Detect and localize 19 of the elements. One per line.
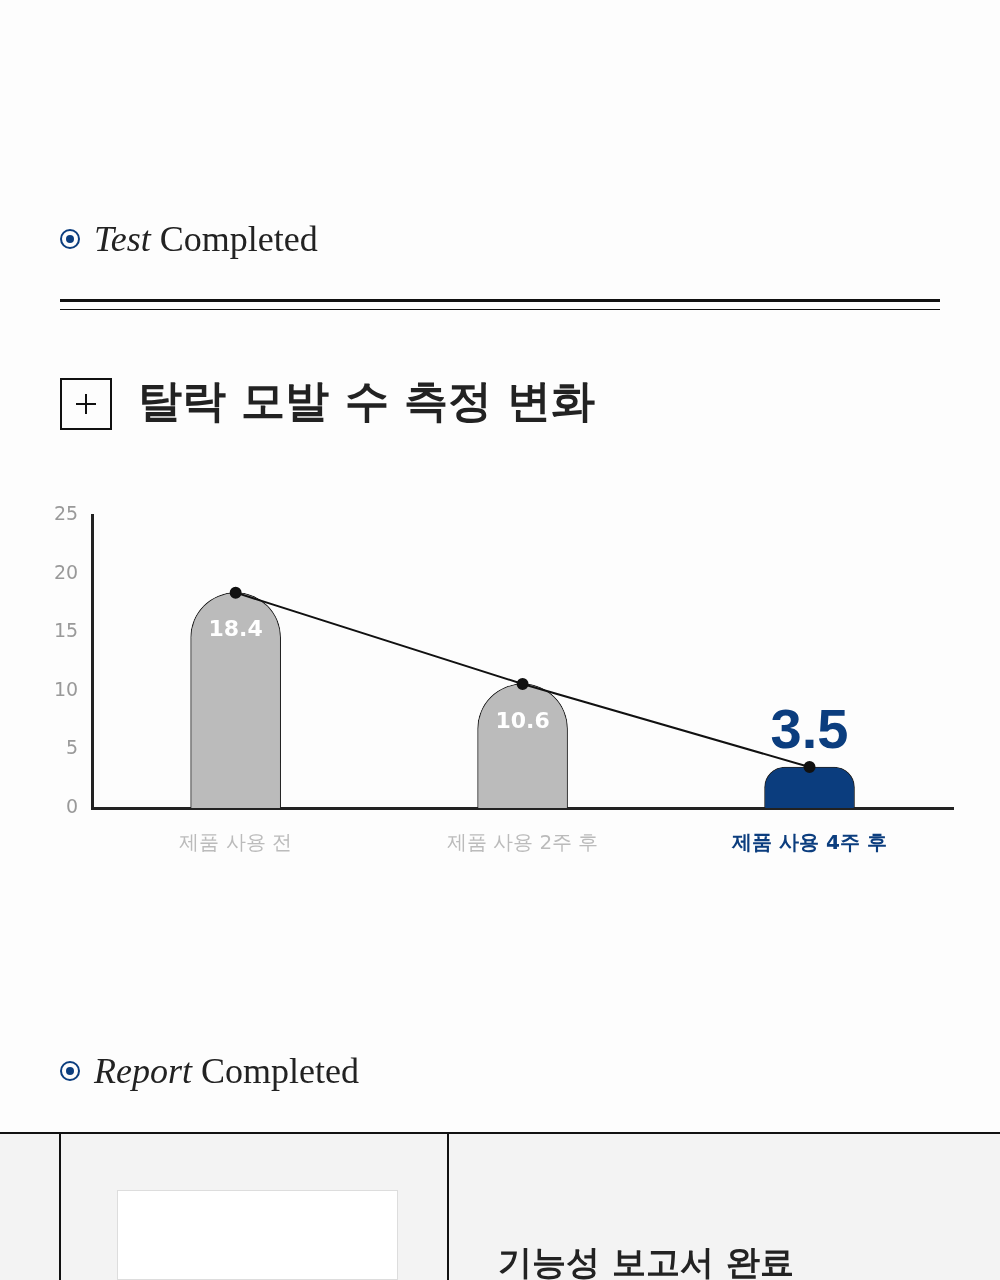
data-label: 18.4 (208, 616, 263, 642)
y-tick-label: 20 (53, 560, 79, 583)
x-tick-label: 제품 사용 2주 후 (446, 830, 599, 855)
text: Test Completed (94, 218, 318, 260)
data-label: 3.5 (770, 697, 849, 761)
text: 기능성 보고서 완료 (498, 1241, 794, 1280)
y-tick-label: 5 (66, 736, 79, 759)
y-tick-label: 10 (53, 677, 79, 700)
y-tick-label: 25 (53, 502, 79, 525)
point (229, 586, 242, 599)
y-tick-label: 0 (66, 794, 79, 817)
text: Report Completed (94, 1050, 359, 1092)
x-tick-label: 제품 사용 4주 후 (731, 830, 887, 855)
x-tick-label: 제품 사용 전 (179, 830, 293, 855)
data-label: 10.6 (495, 707, 550, 733)
point (516, 677, 529, 690)
y-tick-label: 15 (53, 619, 79, 642)
chart-title: 탈락 모발 수 측정 변화 (138, 374, 596, 428)
point (803, 761, 816, 774)
